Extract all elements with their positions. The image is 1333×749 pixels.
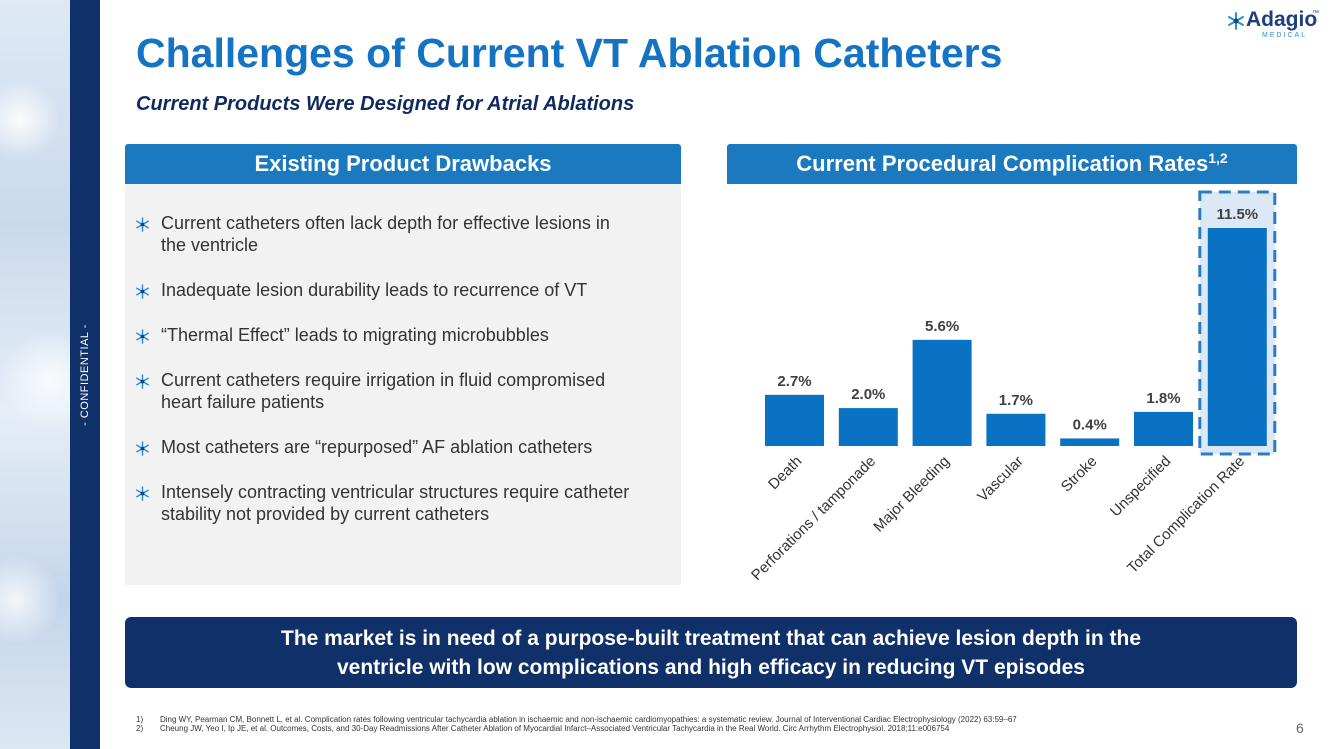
reference-text: Cheung JW, Yeo I, Ip JE, et al. Outcomes… (160, 724, 950, 733)
snowflake-bullet-icon (136, 441, 149, 456)
bar-stroke (1060, 438, 1120, 446)
data-label: 1.8% (1146, 390, 1180, 407)
logo-wordmark: Adagio (1246, 8, 1318, 31)
banner-line-1: The market is in need of a purpose-built… (281, 626, 1141, 650)
bar-death (765, 394, 824, 446)
category-label: Stroke (1058, 453, 1101, 496)
page-title: Challenges of Current VT Ablation Cathet… (136, 30, 1003, 76)
logo-trademark: ™ (1312, 10, 1319, 17)
reference-item: 1) Ding WY, Pearman CM, Bonnett L, et al.… (136, 715, 1017, 724)
market-need-banner: The market is in need of a purpose-built… (125, 617, 1297, 688)
drawback-item: Intensely contracting ventricular struct… (135, 481, 675, 525)
ice-background-strip (0, 0, 70, 749)
confidential-label: - CONFIDENTIAL - (79, 324, 91, 426)
snowflake-logo-icon (1228, 12, 1244, 30)
complication-rates-header: Current Procedural Complication Rates1,2 (727, 144, 1297, 184)
drawbacks-header: Existing Product Drawbacks (125, 144, 681, 184)
logo-subtext: MEDICAL (1262, 32, 1308, 39)
category-label: Vascular (974, 453, 1027, 506)
reference-item: 2) Cheung JW, Yeo I, Ip JE, et al. Outcom… (136, 724, 1017, 733)
drawback-text: the ventricle (161, 235, 259, 255)
reference-number: 1) (136, 715, 144, 724)
data-label: 0.4% (1073, 416, 1107, 433)
snowflake-bullet-icon (136, 284, 149, 299)
category-label: Unspecified (1107, 453, 1174, 520)
drawback-text: Current catheters require irrigation in … (161, 370, 606, 390)
drawbacks-panel: Current catheters often lack depth for e… (125, 184, 681, 585)
drawback-item: Most catheters are “repurposed” AF ablat… (135, 436, 675, 458)
drawback-text: “Thermal Effect” leads to migrating micr… (161, 325, 549, 345)
page-number: 6 (1296, 720, 1304, 736)
data-label: 5.6% (925, 318, 959, 335)
drawback-item: Current catheters require irrigation in … (135, 369, 675, 413)
category-label: Perforations / tamponade (748, 453, 879, 584)
complication-rates-superscript: 1,2 (1208, 150, 1228, 166)
bar-vascular (986, 413, 1046, 446)
drawback-text: Inadequate lesion durability leads to re… (161, 280, 588, 300)
category-label: Major Bleeding (870, 453, 953, 536)
sidebar-band (70, 0, 100, 749)
snowflake-bullet-icon (136, 217, 149, 232)
references: 1) Ding WY, Pearman CM, Bonnett L, et al.… (136, 715, 1017, 733)
drawback-item: Current catheters often lack depth for e… (135, 212, 675, 256)
bar-major-bleeding (912, 339, 972, 446)
data-label: 11.5% (1216, 206, 1258, 223)
bar-total-complication-rate (1207, 228, 1267, 446)
page-subtitle: Current Products Were Designed for Atria… (136, 93, 635, 115)
drawback-text: Intensely contracting ventricular struct… (161, 482, 630, 502)
drawback-item: Inadequate lesion durability leads to re… (135, 279, 675, 301)
drawback-text: Current catheters often lack depth for e… (161, 213, 610, 233)
data-label: 2.0% (851, 386, 885, 403)
complication-rates-chart: 2.7% Death 2.0% Perforations / tamponade 5.6… (748, 190, 1277, 584)
drawback-text: stability not provided by current cathet… (161, 504, 490, 524)
snowflake-bullet-icon (136, 374, 149, 389)
category-label: Death (765, 453, 805, 493)
reference-text: Ding WY, Pearman CM, Bonnett L, et al. C… (160, 715, 1017, 724)
snowflake-bullet-icon (136, 486, 149, 501)
bar-unspecified (1134, 411, 1193, 446)
complication-rates-title: Current Procedural Complication Rates (796, 151, 1209, 176)
drawback-item: “Thermal Effect” leads to migrating micr… (135, 324, 675, 346)
reference-number: 2) (136, 724, 144, 733)
bar-perforations-tamponade (838, 408, 898, 446)
snowflake-bullet-icon (136, 329, 149, 344)
adagio-logo: Adagio ™ MEDICAL (1226, 8, 1319, 42)
banner-line-2: ventricle with low complications and hig… (337, 655, 1085, 679)
data-label: 1.7% (999, 392, 1033, 409)
data-label: 2.7% (777, 373, 811, 390)
drawbacks-list: Current catheters often lack depth for e… (135, 212, 675, 548)
drawback-text: heart failure patients (161, 392, 325, 412)
drawback-text: Most catheters are “repurposed” AF ablat… (161, 437, 593, 457)
